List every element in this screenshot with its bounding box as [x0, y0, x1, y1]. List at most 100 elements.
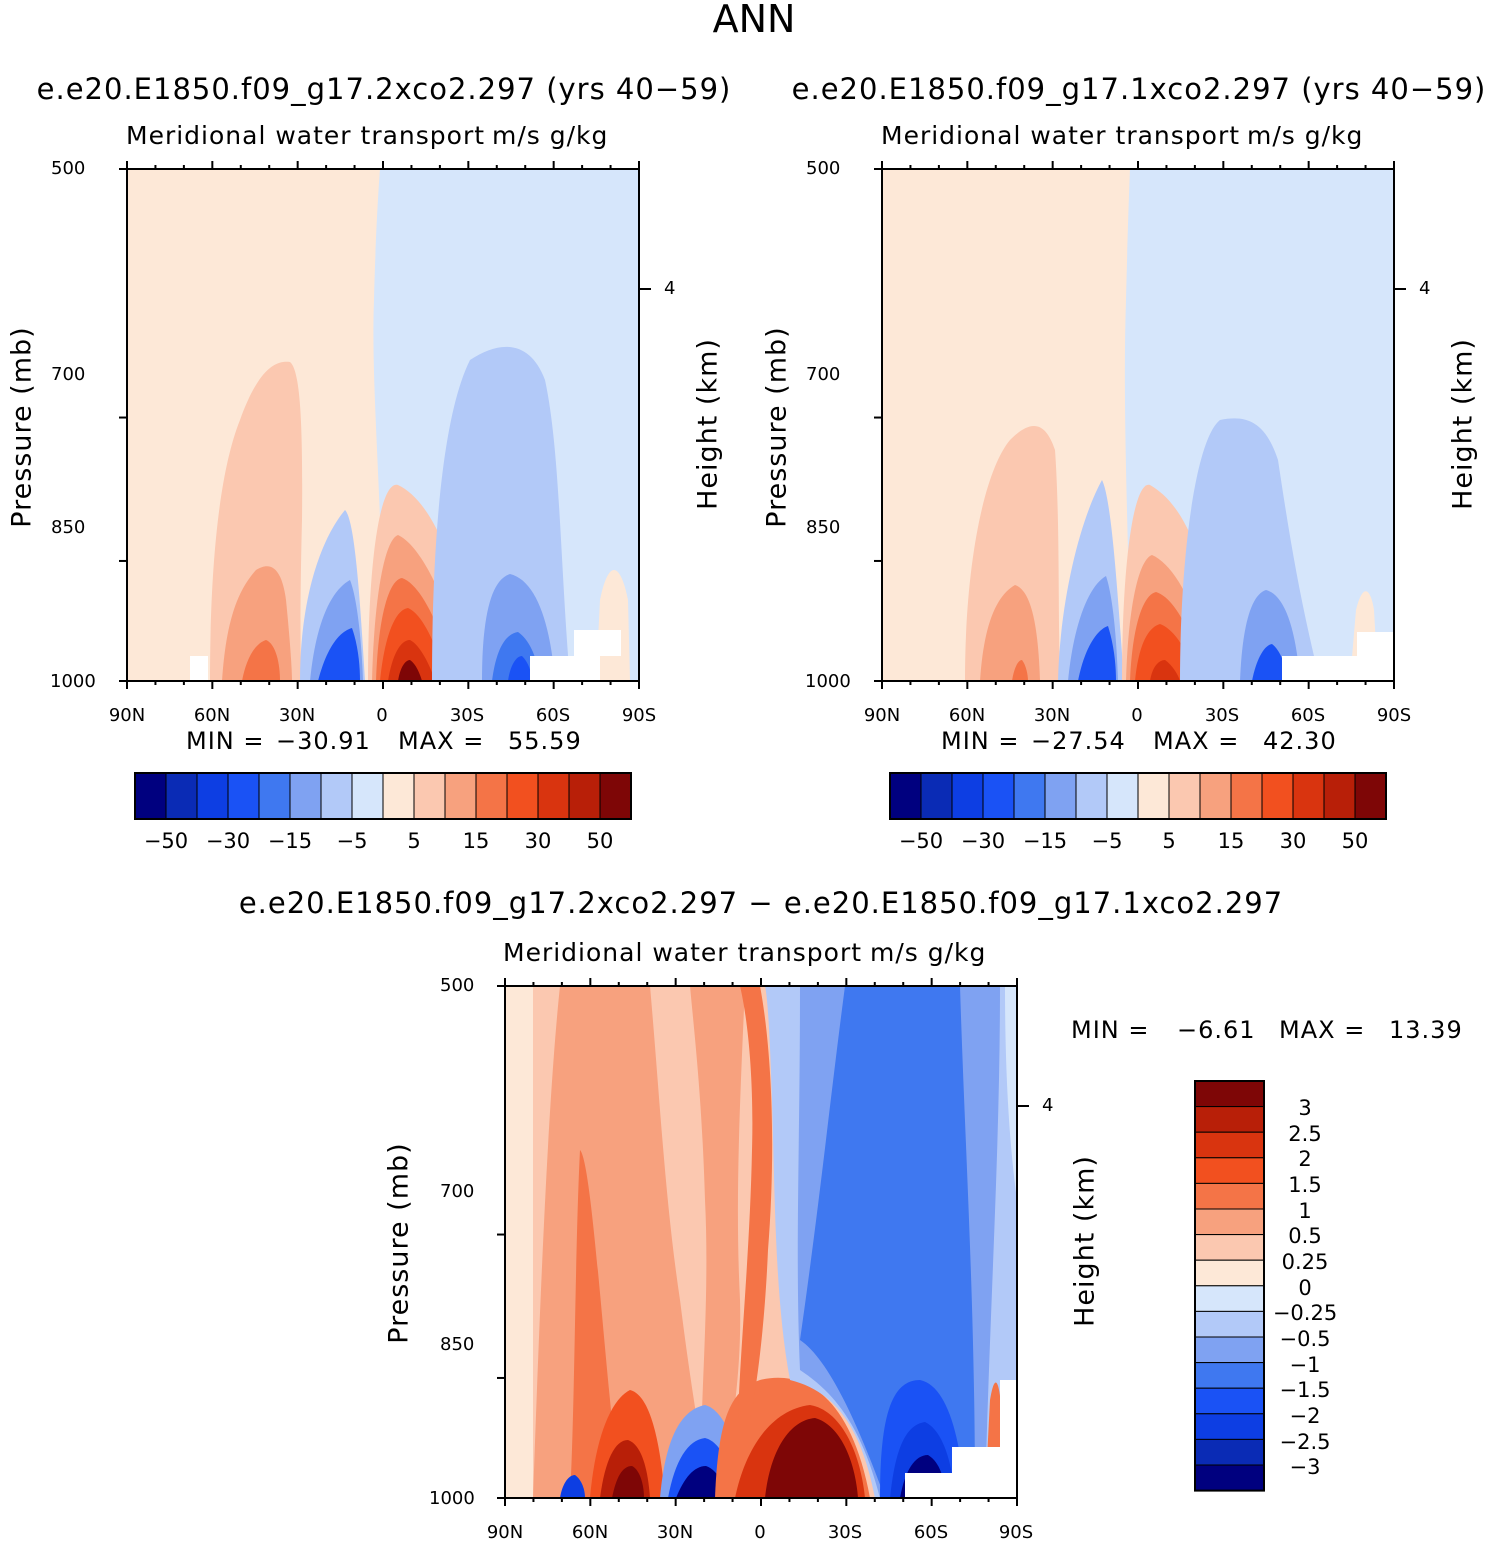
panel2-xtick-60n: 60N: [948, 705, 986, 726]
cbar1-label: −30: [205, 829, 251, 853]
colorbar-swatch: [599, 772, 632, 820]
axis-ticks: [119, 161, 1406, 1506]
colorbar-swatch: [227, 772, 260, 820]
cbar3-label: 3: [1298, 1096, 1312, 1120]
colorbar-swatch: [1168, 772, 1201, 820]
colorbar-swatch: [1194, 1182, 1265, 1210]
season-title: ANN: [712, 0, 796, 41]
cbar3-label: −2: [1289, 1404, 1321, 1428]
panel1-xtick-0: 0: [376, 705, 388, 726]
panel1-variable: Meridional water transport: [126, 121, 486, 150]
panel1-ytick-850: 850: [51, 517, 86, 538]
colorbar-frame: [134, 772, 632, 820]
colorbar-swatch: [568, 772, 601, 820]
panel1-y2tick-4: 4: [664, 278, 676, 299]
panel3-xtick-60s: 60S: [913, 1522, 949, 1543]
colorbar-swatch: [1137, 772, 1170, 820]
panel1-xtick-90n: 90N: [108, 705, 146, 726]
panel3-min-label: MIN =: [1071, 1016, 1150, 1044]
panel1-eq-pos-max: [398, 660, 422, 681]
colorbar-swatch: [1194, 1259, 1265, 1287]
panel2-min-value: −27.54: [1031, 727, 1126, 755]
panel3-units: m/s g/kg: [870, 938, 987, 967]
panel3-tropic-pos-streak: [738, 986, 773, 1420]
panel3-missing-data: [905, 1473, 1017, 1498]
cbar3-label: −2.5: [1279, 1430, 1331, 1454]
colorbar-swatch: [444, 772, 477, 820]
colorbar-frame: [1194, 1080, 1265, 1492]
panel3-contours: [505, 986, 1017, 1498]
colorbar-swatch: [1194, 1234, 1265, 1261]
colorbar-swatch: [1194, 1464, 1265, 1492]
colorbar-swatch: [1013, 772, 1046, 820]
panel1-sh-neg-3: [508, 656, 532, 681]
panel3-min-value: −6.61: [1177, 1016, 1256, 1044]
colorbar-swatch: [1194, 1413, 1265, 1440]
colorbar-swatch: [351, 772, 384, 820]
cbar1-label: −15: [267, 829, 313, 853]
colorbar-swatch: [1194, 1157, 1265, 1184]
cbar3-label: −1: [1289, 1353, 1321, 1377]
panel1-max-value: 55.59: [508, 727, 582, 755]
colorbar-swatch: [1194, 1080, 1265, 1108]
panel3-y2tick-4: 4: [1042, 1095, 1054, 1116]
colorbar-frame: [889, 772, 1387, 820]
colorbar-swatch: [413, 772, 446, 820]
panel2-y2tick-4: 4: [1419, 278, 1431, 299]
panel3-ytick-850: 850: [440, 1334, 475, 1355]
colorbar-swatch: [320, 772, 353, 820]
colorbar-swatch: [165, 772, 198, 820]
cbar2-label: 5: [1162, 829, 1176, 853]
panel2-max-value: 42.30: [1263, 727, 1337, 755]
panel3-np-neg-spot: [560, 1475, 585, 1498]
panel3-missing-data: [1000, 1380, 1017, 1447]
panel2-missing-data: [1282, 656, 1357, 681]
panel1-contours: [127, 169, 639, 681]
panel3-nh-pos-max: [612, 1466, 644, 1498]
panel2-xtick-30n: 30N: [1033, 705, 1071, 726]
panel2-missing-data: [1357, 632, 1394, 681]
cbar2-label: −30: [960, 829, 1006, 853]
colorbar-swatch: [475, 772, 508, 820]
panel3-max-value: 13.39: [1389, 1016, 1463, 1044]
panel2-ytick-500: 500: [806, 158, 841, 179]
cbar3-label: 0.25: [1281, 1250, 1329, 1274]
panel1-xtick-60s: 60S: [535, 705, 571, 726]
colorbar-swatch: [1194, 1387, 1265, 1415]
colorbar-swatch: [1194, 1362, 1265, 1389]
colorbar-swatch: [506, 772, 539, 820]
colorbar-swatch: [1323, 772, 1356, 820]
panel1-min-label: MIN =: [186, 727, 265, 755]
cbar1-label: 5: [407, 829, 421, 853]
colorbar-swatch: [258, 772, 291, 820]
panel2-ytick-700: 700: [806, 364, 841, 385]
panel3-xtick-90s: 90S: [998, 1522, 1034, 1543]
panel3-sh-neg-2: [800, 986, 975, 1498]
panel1-xtick-90s: 90S: [621, 705, 657, 726]
cbar3-label: 2.5: [1288, 1122, 1322, 1146]
cbar2-label: −15: [1022, 829, 1068, 853]
cbar3-label: −1.5: [1279, 1378, 1331, 1402]
panel2-max-label: MAX =: [1153, 727, 1240, 755]
cbar1-label: 30: [524, 829, 552, 853]
colorbar-swatch: [1261, 772, 1294, 820]
panel2-nh-pos-1: [980, 585, 1040, 681]
cbar2-label: −5: [1091, 829, 1123, 853]
colorbar-swatch: [1199, 772, 1232, 820]
panel3-tropic-pos-band: [690, 986, 745, 1498]
colorbar-swatch: [537, 772, 570, 820]
panel2-xtick-90s: 90S: [1376, 705, 1412, 726]
cbar2-label: 30: [1279, 829, 1307, 853]
colorbar-swatch: [196, 772, 229, 820]
colorbar-3: [1194, 1080, 1265, 1492]
colorbar-1: [134, 772, 632, 820]
colorbar-swatch: [1194, 1285, 1265, 1312]
colorbar-swatch: [1194, 1310, 1265, 1338]
colorbar-swatch: [982, 772, 1015, 820]
cbar1-label: −50: [143, 829, 189, 853]
panel3-eq-pos-max: [765, 1418, 858, 1498]
panel2-xtick-60s: 60S: [1290, 705, 1326, 726]
cbar3-label: −0.25: [1272, 1301, 1338, 1325]
panel3-xtick-60n: 60N: [571, 1522, 609, 1543]
